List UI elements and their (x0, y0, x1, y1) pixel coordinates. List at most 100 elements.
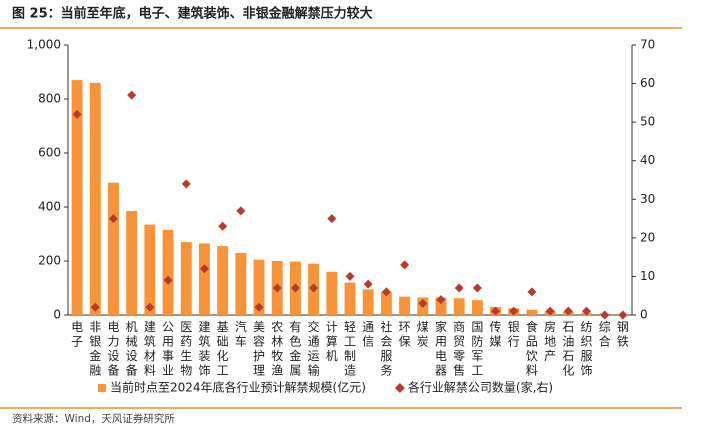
x-tick-label: 煤炭 (417, 320, 429, 349)
bar (89, 82, 101, 315)
diamond-marker (218, 221, 228, 231)
diamond-marker (145, 302, 155, 312)
bar (217, 246, 229, 315)
x-tick-label: 非银金融 (89, 320, 101, 378)
x-tick-label: 钢铁 (617, 320, 629, 349)
diamond-marker (381, 287, 391, 297)
diamond-marker (163, 275, 173, 285)
bar (471, 300, 483, 315)
y-tick-label: 1,000 (27, 38, 61, 52)
diamond-marker (90, 302, 100, 312)
diamond-marker (618, 310, 628, 320)
x-tick-label: 银行 (508, 320, 520, 349)
y2-tick-label: 20 (640, 230, 655, 244)
diamond-marker (127, 90, 137, 100)
x-tick-label: 公用事业 (162, 320, 174, 378)
x-tick-label: 商贸零售 (453, 319, 465, 378)
x-tick-label: 电力设备 (107, 320, 119, 378)
x-tick-label: 机械设备 (126, 320, 138, 378)
diamond-marker (563, 306, 573, 316)
legend-label: 各行业解禁公司数量(家,右) (408, 380, 553, 395)
diamond-marker (472, 283, 482, 293)
bar (362, 289, 374, 315)
y2-tick-label: 60 (640, 76, 655, 90)
x-tick-label: 医药生物 (180, 320, 192, 378)
bar (108, 182, 119, 315)
y2-tick-label: 10 (640, 269, 655, 283)
y-tick-label: 400 (38, 200, 61, 214)
diamond-marker (400, 260, 410, 270)
bar (162, 229, 174, 315)
diamond-marker (491, 306, 501, 316)
source: 资料来源：Wind，天风证券研究所 (12, 412, 175, 425)
diamond-marker (345, 271, 355, 281)
diamond-marker (545, 306, 555, 316)
bar (235, 252, 247, 315)
diamond-marker (290, 283, 300, 293)
diamond-marker (454, 283, 464, 293)
diamond-marker (72, 109, 82, 119)
x-tick-label: 社会服务 (380, 319, 392, 378)
bar (453, 298, 465, 315)
x-tick-label: 家用电器 (435, 319, 447, 378)
y2-tick-label: 0 (640, 308, 648, 322)
x-tick-label: 综合 (599, 320, 611, 349)
x-tick-label: 建筑材料 (144, 320, 156, 378)
bar (180, 242, 192, 315)
diamond-marker (236, 206, 246, 216)
bar (326, 271, 338, 315)
x-tick-label: 食品饮料 (526, 319, 538, 378)
x-tick-label: 美容护理 (253, 320, 265, 378)
x-tick-label: 交通运输 (308, 319, 320, 378)
y-tick-label: 800 (38, 92, 61, 106)
x-tick-label: 农林牧渔 (271, 320, 283, 378)
x-tick-label: 石油石化 (562, 320, 574, 378)
y-tick-label: 0 (53, 308, 61, 322)
diamond-marker (327, 214, 337, 224)
diamond-marker (418, 298, 428, 308)
diamond-marker (363, 279, 373, 289)
y2-tick-label: 50 (640, 115, 655, 129)
x-tick-label: 汽车 (235, 319, 247, 349)
x-tick-label: 计算机 (326, 320, 338, 363)
bar (344, 282, 356, 315)
bar (526, 309, 538, 315)
x-tick-label: 房地产 (544, 319, 556, 363)
x-tick-label: 建筑装饰 (198, 320, 210, 378)
y-tick-label: 200 (38, 254, 61, 268)
bar (435, 297, 447, 315)
bar (399, 296, 411, 315)
y2-tick-label: 30 (640, 192, 655, 206)
x-tick-label: 轻工制造 (344, 320, 356, 378)
legend-swatch (98, 384, 106, 392)
x-tick-label: 环保 (399, 320, 411, 349)
bar (144, 224, 156, 315)
y2-tick-label: 40 (640, 153, 655, 167)
bar (71, 80, 83, 315)
x-tick-label: 有色金属 (289, 320, 301, 378)
diamond-marker (254, 302, 264, 312)
y-tick-label: 600 (38, 146, 61, 160)
diamond-marker (309, 283, 319, 293)
x-tick-label: 传媒 (490, 319, 502, 349)
diamond-marker (509, 306, 519, 316)
bar (380, 292, 392, 315)
y2-tick-label: 70 (640, 38, 655, 52)
diamond-marker (436, 295, 446, 305)
diamond-marker (181, 179, 191, 189)
chart-title: 图 25：当前至年底，电子、建筑装饰、非银金融解禁压力较大 (12, 6, 373, 22)
legend-swatch (394, 383, 405, 393)
diamond-marker (272, 283, 282, 293)
diamond-marker (527, 287, 537, 297)
x-tick-label: 通信 (362, 320, 374, 349)
diamond-marker (582, 306, 592, 316)
diamond-marker (199, 264, 209, 274)
bar (126, 211, 138, 315)
x-tick-label: 纺织服饰 (581, 320, 593, 378)
diamond-marker (108, 214, 118, 224)
x-tick-label: 电子 (71, 320, 83, 349)
legend-label: 当前时点至2024年底各行业预计解禁规模(亿元) (110, 380, 366, 395)
bar (253, 259, 265, 315)
diamond-marker (600, 310, 610, 320)
